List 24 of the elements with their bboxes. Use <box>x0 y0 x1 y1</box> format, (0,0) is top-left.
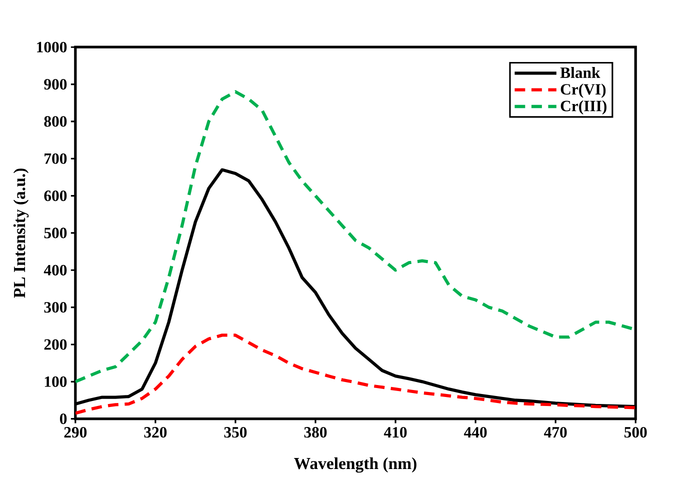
y-tick-label: 700 <box>44 153 67 164</box>
x-tick-label: 380 <box>304 427 327 438</box>
x-tick-label: 410 <box>384 427 407 438</box>
y-tick-label: 600 <box>44 190 67 202</box>
x-tick-label: 500 <box>624 427 647 438</box>
y-tick-label: 200 <box>44 339 67 350</box>
x-tick-label: 320 <box>144 427 167 438</box>
x-tick-label: 470 <box>544 427 567 438</box>
y-tick-label: 100 <box>44 376 67 388</box>
y-tick-label: 400 <box>44 264 67 276</box>
y-tick-label: 900 <box>44 79 67 90</box>
x-tick-label: 440 <box>464 427 487 438</box>
y-tick-label: 0 <box>60 414 67 424</box>
y-tick-label: 500 <box>44 228 67 238</box>
x-axis-title: Wavelength (nm) <box>294 457 416 473</box>
y-tick-label: 1000 <box>37 42 67 53</box>
legend-label: Blank <box>560 67 600 78</box>
x-tick-label: 350 <box>224 427 247 438</box>
legend-label: Cr(VI) <box>560 84 606 98</box>
y-tick-label: 800 <box>44 116 67 127</box>
y-axis-title: PL Intensity (a.u.) <box>13 168 29 298</box>
y-tick-label: 300 <box>44 302 67 313</box>
legend-label: Cr(III) <box>560 100 606 115</box>
x-tick-label: 290 <box>64 427 87 438</box>
